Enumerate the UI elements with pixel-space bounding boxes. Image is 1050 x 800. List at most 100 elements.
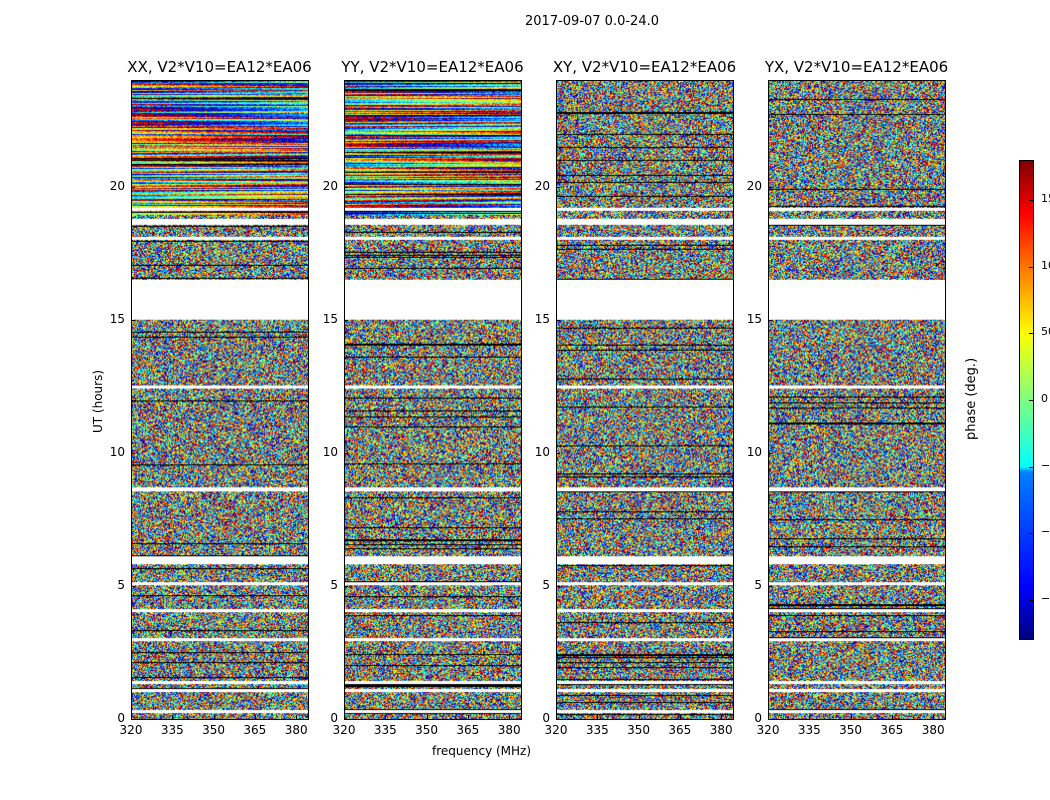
x-tick [213,715,215,719]
y-tick [131,719,135,720]
x-tick [891,715,893,719]
x-tick-label: 350 [202,723,226,737]
x-tick [172,715,174,719]
colorbar-tick [1029,600,1034,601]
y-tick [556,585,560,587]
x-tick-label: 335 [160,723,184,737]
x-tick-label: 335 [797,723,821,737]
y-tick [768,585,772,587]
heatmap-panel-yy [344,80,522,720]
x-tick-label: 320 [119,723,143,737]
x-tick-label: 365 [668,723,692,737]
x-tick [467,715,469,719]
y-tick-label: 15 [322,311,338,326]
x-tick [556,715,557,719]
panel-title: YY, V2*V10=EA12*EA06 [341,58,524,76]
x-tick [509,715,511,719]
colorbar-tick [1029,200,1034,201]
x-tick [850,715,852,719]
colorbar-tick [1029,400,1034,401]
x-tick [768,715,769,719]
y-tick-label: 10 [746,444,762,459]
y-tick-label: 5 [754,577,762,592]
y-axis-label: UT (hours) [91,369,105,433]
colorbar-tick-label: −50 [1041,458,1050,472]
colorbar-tick-label: 100 [1041,258,1050,272]
x-tick-label: 380 [284,723,308,737]
colorbar-tick [1029,533,1034,535]
x-tick-label: 320 [332,723,356,737]
x-tick [597,715,599,719]
heatmap-panel-yx [768,80,946,720]
x-tick-label: 320 [756,723,780,737]
y-tick [556,186,560,188]
y-tick-label: 15 [746,311,762,326]
colorbar-tick-label: −150 [1041,592,1050,605]
y-tick [768,319,772,321]
x-tick [344,715,345,719]
panel-title: XY, V2*V10=EA12*EA06 [552,58,737,76]
y-tick-label: 20 [534,178,550,193]
y-tick [556,319,560,321]
y-tick-label: 20 [322,178,338,193]
heatmap-panel-xy [556,80,734,720]
x-tick [933,715,935,719]
y-tick [131,319,135,321]
x-tick-label: 365 [456,723,480,737]
x-tick-label: 335 [373,723,397,737]
x-tick-label: 350 [415,723,439,737]
x-tick-label: 350 [839,723,863,737]
y-tick-label: 0 [330,711,338,725]
y-tick-label: 5 [330,577,338,592]
y-tick [131,452,135,454]
y-tick [344,319,348,321]
x-axis-label: frequency (MHz) [432,744,532,758]
x-tick-label: 380 [921,723,945,737]
y-tick [344,186,348,188]
y-tick [556,719,560,720]
y-tick [768,186,772,188]
y-tick-label: 5 [117,577,125,592]
x-tick [679,715,681,719]
y-tick [131,186,135,188]
colorbar-tick-label: 150 [1041,192,1050,205]
y-tick [344,719,348,720]
x-tick-label: 335 [585,723,609,737]
panel-title: YX, V2*V10=EA12*EA06 [764,58,949,76]
y-tick-label: 10 [109,444,125,459]
colorbar-label: phase (deg.) [964,357,979,440]
x-tick [385,715,387,719]
y-tick [768,452,772,454]
y-tick [131,585,135,587]
y-tick [344,585,348,587]
x-tick-label: 365 [880,723,904,737]
y-tick-label: 15 [534,311,550,326]
x-tick-label: 350 [627,723,651,737]
x-tick-label: 320 [544,723,568,737]
panel-title: XX, V2*V10=EA12*EA06 [127,58,312,76]
colorbar-tick [1029,466,1034,468]
y-tick-label: 0 [117,711,125,725]
x-tick-label: 365 [243,723,267,737]
x-tick [131,715,132,719]
y-tick-label: 5 [542,577,550,592]
colorbar-tick-label: −100 [1041,525,1050,539]
y-tick [556,452,560,454]
y-tick-label: 20 [109,178,125,193]
y-tick-label: 20 [746,178,762,193]
x-tick-label: 380 [709,723,733,737]
x-tick [721,715,723,719]
y-tick [768,719,772,720]
y-tick-label: 0 [754,711,762,725]
x-tick [426,715,428,719]
y-tick [344,452,348,454]
x-tick [638,715,640,719]
y-tick-label: 10 [534,444,550,459]
colorbar-tick [1029,266,1034,268]
x-tick [809,715,811,719]
colorbar-tick [1029,333,1034,335]
x-tick-label: 380 [497,723,521,737]
y-tick-label: 0 [542,711,550,725]
heatmap-panel-xx [131,80,309,720]
